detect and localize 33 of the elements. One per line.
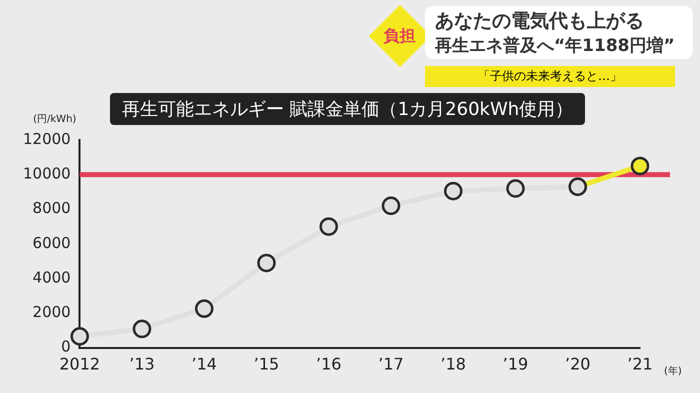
x-tick-label: ’20 bbox=[565, 354, 590, 374]
y-axis-title: (円/kWh) bbox=[33, 114, 76, 125]
x-axis-title: (年) bbox=[664, 364, 682, 377]
y-tick-label: 2000 bbox=[32, 303, 71, 322]
text: あなたの電気代も上がる bbox=[435, 9, 645, 34]
point bbox=[506, 179, 525, 198]
point bbox=[70, 327, 89, 346]
y-tick-label: 12000 bbox=[23, 130, 71, 148]
x-tick-label: ’14 bbox=[192, 354, 217, 374]
y-tick-label: 4000 bbox=[32, 268, 71, 286]
point bbox=[132, 320, 152, 338]
y-tick-label: 0 bbox=[61, 338, 71, 356]
x-tick-label: ’16 bbox=[316, 354, 342, 374]
point bbox=[630, 156, 650, 176]
y-tick-label: 6000 bbox=[32, 234, 71, 252]
x-tick-label: 2012 bbox=[59, 354, 100, 374]
text: 「子供の未来考えると…」 bbox=[425, 66, 675, 87]
x-tick-label: ’13 bbox=[129, 354, 155, 374]
chart-title: 再生可能エネルギー 賦課金単価（1カ月260kWh使用） bbox=[110, 93, 586, 125]
x-tick-label: ’18 bbox=[440, 354, 466, 374]
x-tick-label: ’19 bbox=[502, 354, 528, 374]
y-tick-label: 8000 bbox=[32, 199, 71, 218]
point bbox=[319, 217, 338, 236]
point bbox=[257, 254, 276, 272]
x-tick-label: ’21 bbox=[627, 354, 653, 374]
x-tick-label: ’17 bbox=[378, 354, 404, 374]
point bbox=[194, 299, 214, 318]
point bbox=[382, 196, 400, 216]
text: 負担 bbox=[384, 26, 416, 46]
point bbox=[444, 182, 462, 200]
x-tick-label: ’15 bbox=[254, 354, 280, 374]
text: 再生エネ普及へ“年1188円増” bbox=[435, 35, 676, 57]
y-tick-label: 10000 bbox=[23, 164, 71, 183]
